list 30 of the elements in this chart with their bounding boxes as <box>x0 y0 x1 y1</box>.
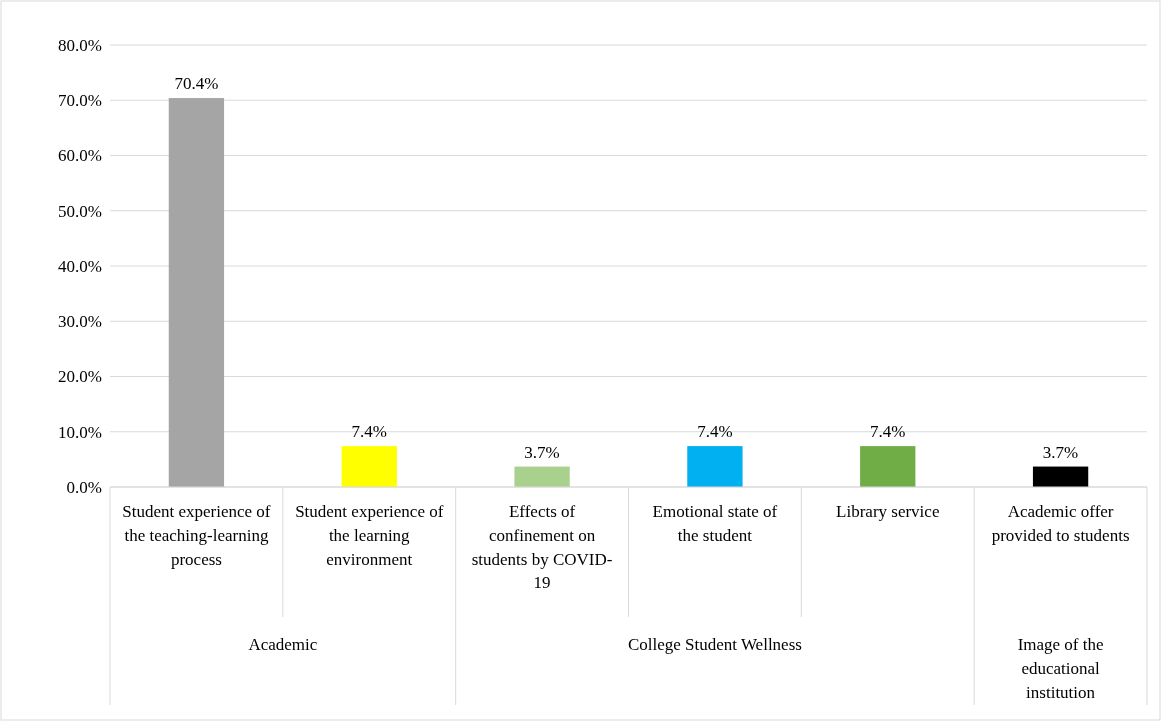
bar <box>341 446 397 487</box>
bar <box>1032 466 1089 487</box>
data-label: 7.4% <box>870 422 906 442</box>
bar <box>687 446 743 487</box>
text: College Student Wellness <box>627 635 802 654</box>
y-tick-label: 70.0% <box>58 91 102 111</box>
y-tick-label: 40.0% <box>58 256 102 276</box>
y-tick-label: 30.0% <box>58 312 102 332</box>
y-tick-label: 60.0% <box>58 146 102 166</box>
bar <box>514 466 570 487</box>
y-tick-label: 0.0% <box>66 477 102 497</box>
text: Image of the educational institution <box>1017 635 1104 702</box>
x-tick-label: Emotional state of the student <box>652 502 778 545</box>
x-tick-label: Academic offer provided to students <box>991 502 1130 545</box>
data-label: 3.7% <box>524 442 560 462</box>
data-label: 7.4% <box>697 422 733 442</box>
bar <box>860 446 916 487</box>
data-label: 7.4% <box>351 422 387 442</box>
y-tick-label: 50.0% <box>58 201 102 221</box>
text: Academic <box>248 635 318 654</box>
x-tick-label: Library service <box>836 502 940 521</box>
data-label: 3.7% <box>1042 442 1079 462</box>
y-tick-label: 80.0% <box>58 35 102 55</box>
data-label: 70.4% <box>174 74 219 94</box>
y-tick-label: 20.0% <box>58 367 102 387</box>
bar <box>168 98 225 487</box>
x-tick-label: Student experience of the teaching-learning process <box>122 502 271 569</box>
y-tick-label: 10.0% <box>58 422 102 442</box>
x-tick-label: Effects of confinement on students by COVID-19 <box>471 502 613 593</box>
x-tick-label: Student experience of the learning environment <box>295 502 444 569</box>
